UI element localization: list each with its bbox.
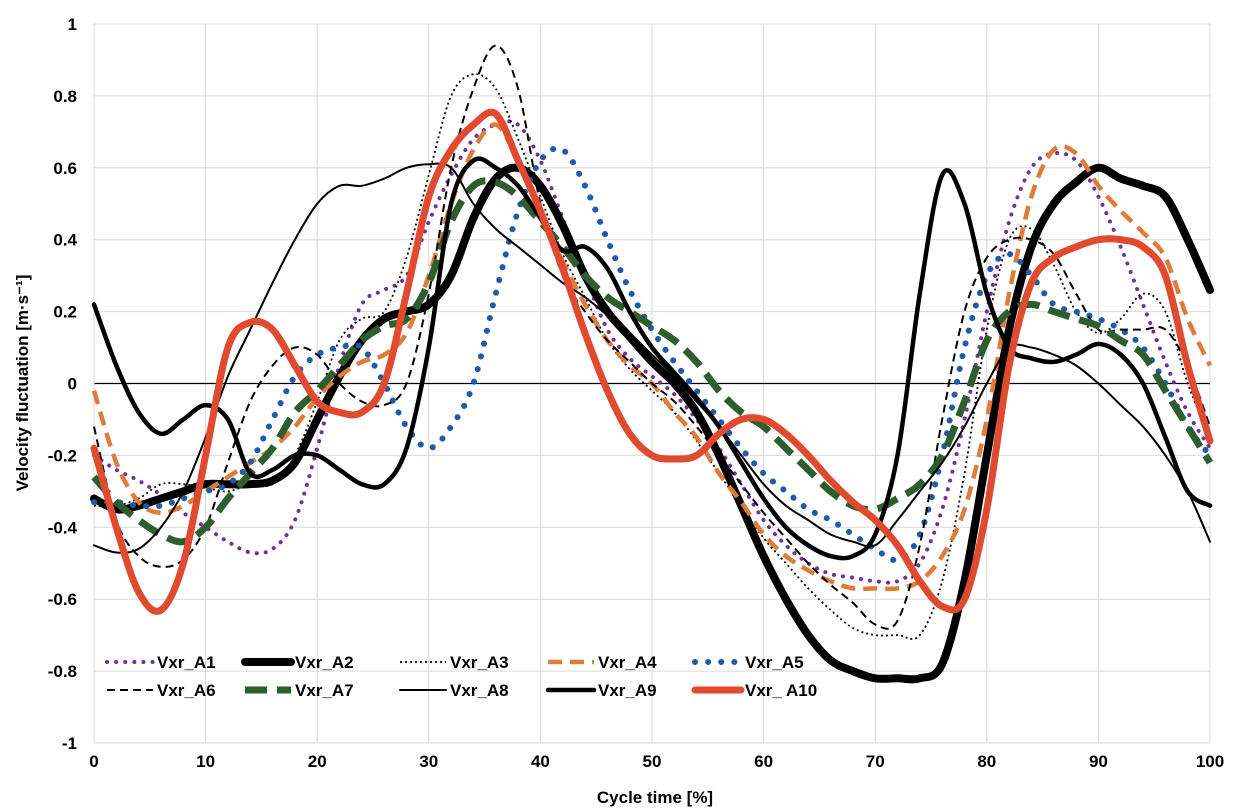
y-axis-title: Velocity fluctuation [m·s⁻¹] [13, 275, 32, 492]
legend-label: Vxr_ A10 [745, 681, 817, 700]
series-line-vxr_a1 [92, 119, 1212, 585]
x-tick-label: 70 [866, 752, 885, 771]
x-tick-label: 40 [531, 752, 550, 771]
series-line-vxr_a6 [93, 44, 1211, 630]
series-line-vxr_a4 [91, 122, 1213, 592]
legend: Vxr_A1 Vxr_A2 Vxr_A3 Vxr_A4 Vxr_A5 Vxr_A6 Vxr_… [105, 653, 817, 700]
legend-label: Vxr_A8 [450, 681, 509, 700]
x-tick-label: 60 [754, 752, 773, 771]
legend-label: Vxr_A5 [745, 653, 804, 672]
legend-label: Vxr_A6 [157, 681, 216, 700]
x-tick-label: 20 [308, 752, 327, 771]
x-tick-label: 50 [643, 752, 662, 771]
y-tick-label: -0.4 [48, 518, 78, 537]
legend-label: Vxr_A4 [598, 653, 657, 672]
axes: 0 10 20 30 40 50 60 70 80 90 100 1 0.8 0.6 0.4 0.2 0 -0.2… [48, 15, 1224, 771]
legend-label: Vxr_A1 [157, 653, 216, 672]
legend-label: Vxr_A3 [450, 653, 509, 672]
legend-label: Vxr_A2 [295, 653, 354, 672]
series-line-vxr_a2 [90, 163, 1214, 684]
x-tick-label: 100 [1196, 752, 1224, 771]
x-tick-label: 80 [977, 752, 996, 771]
x-axis-title: Cycle time [%] [597, 788, 713, 807]
y-tick-label: -0.6 [48, 590, 77, 609]
legend-label: Vxr_A7 [295, 681, 354, 700]
series-lines [90, 44, 1214, 684]
x-tick-label: 10 [196, 752, 215, 771]
y-tick-label: 0.2 [53, 303, 77, 322]
x-tick-label: 0 [89, 752, 98, 771]
x-tick-label: 90 [1089, 752, 1108, 771]
y-tick-label: 0 [68, 375, 77, 394]
y-tick-label: -1 [62, 734, 77, 753]
y-tick-label: 1 [68, 15, 77, 34]
series-line-vxr_a3 [93, 73, 1211, 640]
series-line-vxr_a10 [90, 108, 1214, 615]
series-line-vxr_a5 [91, 145, 1213, 564]
y-tick-label: 0.8 [53, 87, 77, 106]
series-line-vxr_a8 [93, 162, 1211, 554]
x-tick-label: 30 [419, 752, 438, 771]
y-tick-label: 0.6 [53, 159, 77, 178]
legend-label: Vxr_A9 [598, 681, 657, 700]
y-tick-label: -0.8 [48, 662, 77, 681]
y-tick-label: 0.4 [53, 231, 77, 250]
y-tick-label: -0.2 [48, 446, 77, 465]
